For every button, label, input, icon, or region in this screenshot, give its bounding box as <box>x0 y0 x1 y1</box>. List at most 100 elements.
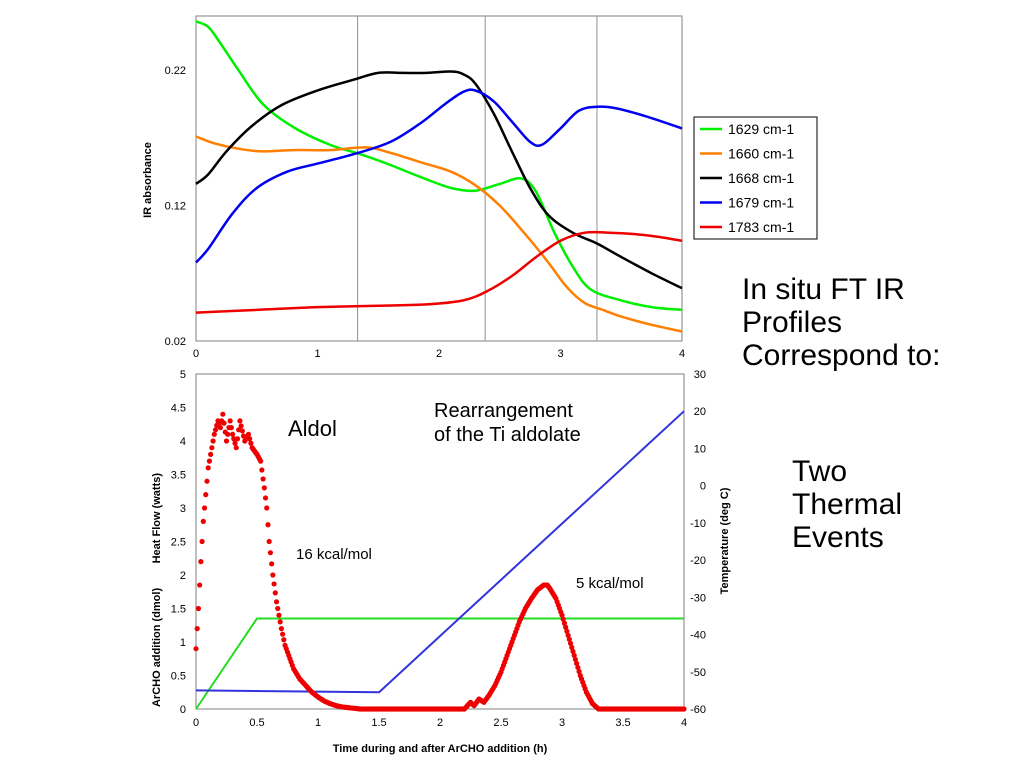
bottom-y2-tick-label: -60 <box>690 704 706 716</box>
heat-flow-point <box>248 440 254 446</box>
heat-flow-point <box>567 640 574 646</box>
heat-flow-point <box>261 485 267 491</box>
bottom-y-tick-label: 4.5 <box>171 403 186 415</box>
bottom-y2-tick-label: -40 <box>690 630 706 642</box>
heat-flow-point <box>212 427 219 433</box>
legend-label: 1668 cm-1 <box>728 170 794 186</box>
heat-flow-point <box>574 660 580 667</box>
heat-flow-point <box>239 428 245 434</box>
bottom-y2-tick-label: 30 <box>694 369 706 381</box>
heat-flow-point <box>198 559 204 565</box>
heat-flow-point <box>230 431 236 437</box>
legend-label: 1660 cm-1 <box>728 146 794 162</box>
bottom-x-tick-label: 2.5 <box>493 717 508 729</box>
heat-flow-point <box>564 628 570 634</box>
heat-flow-point <box>194 626 200 632</box>
bottom-x-tick-label: 4 <box>681 717 687 729</box>
heat-flow-point <box>276 612 282 618</box>
side-heading-line: Profiles <box>742 306 843 339</box>
heat-flow-point <box>281 637 287 643</box>
heat-flow-point <box>572 656 579 663</box>
top-plot-area <box>195 15 683 342</box>
bottom-y2-tick-label: -20 <box>690 555 706 567</box>
side-heading-line: In situ FT IR <box>742 273 905 306</box>
heat-flow-point <box>245 431 252 437</box>
heat-flow-point <box>681 706 687 712</box>
bottom-y-tick-label: 4 <box>180 436 186 448</box>
heat-flow-point <box>223 438 230 444</box>
heat-flow-point <box>231 436 237 442</box>
bottom-x-tick-label: 3 <box>559 717 565 729</box>
heat-flow-point <box>271 581 277 587</box>
bottom-y-tick-label: 0.5 <box>171 671 186 683</box>
heat-flow-point <box>277 619 283 625</box>
series-line-1629 <box>195 20 683 312</box>
bottom-y2-tick-label: -10 <box>690 518 706 530</box>
heat-flow-point <box>221 420 227 426</box>
annotations: Aldol Rearrangement of the Ti aldolate 16 k… <box>288 400 644 592</box>
heat-flow-point <box>262 495 269 501</box>
bottom-left-y-axis-label: ArCHO addition (dmol) Heat Flow (watts) <box>151 473 163 707</box>
top-series-lines <box>195 20 683 333</box>
top-gridlines <box>357 16 598 341</box>
side-events-line: Events <box>792 521 884 554</box>
bottom-y-tick-label: 2.5 <box>171 537 186 549</box>
heat-flow-point <box>264 505 270 511</box>
bottom-x-tick-label: 3.5 <box>615 717 630 729</box>
series-line-1783 <box>195 230 683 314</box>
heat-flow-point <box>565 632 571 638</box>
bottom-series <box>193 410 687 712</box>
bottom-x-axis-label: Time during and after ArCHO addition (h) <box>333 743 548 755</box>
bottom-x-tick-label: 2 <box>437 717 443 729</box>
heat-flow-point <box>232 440 238 446</box>
legend-label: 1679 cm-1 <box>728 195 794 211</box>
series-line-temperature <box>195 410 685 694</box>
bottom-x-tick-label: 0.5 <box>249 717 264 729</box>
heat-flow-point <box>203 492 209 498</box>
heat-flow-point <box>560 616 566 622</box>
top-x-tick-label: 2 <box>436 348 442 360</box>
annotation-line: Aldol <box>288 416 337 441</box>
annotation-line: Rearrangement <box>434 400 573 422</box>
heat-flow-point <box>575 664 581 671</box>
top-x-tick-label: 1 <box>314 348 320 360</box>
heat-flow-point <box>197 582 203 588</box>
top-x-tick-label: 0 <box>193 348 199 360</box>
bottom-x-tick-label: 1 <box>315 717 321 729</box>
heat-flow-point <box>267 550 274 556</box>
top-y-tick-labels: 0.02 0.12 0.22 <box>165 65 186 348</box>
heat-flow-point <box>561 620 568 626</box>
side-events-line: Two <box>792 455 848 488</box>
legend-items: 1629 cm-1 1660 cm-1 1668 cm-1 1679 cm-1 1783… <box>700 121 794 235</box>
heat-flow-point <box>258 458 264 464</box>
bottom-y-tick-label: 5 <box>180 369 186 381</box>
legend-label: 1783 cm-1 <box>728 219 794 235</box>
heat-flow-point <box>208 451 214 457</box>
heat-flow-point <box>569 644 575 650</box>
top-y-tick-label: 0.02 <box>165 336 186 348</box>
heat-flow-point <box>559 612 565 618</box>
heat-flow-point <box>265 522 271 528</box>
heat-flow-point <box>205 465 211 471</box>
heat-flow-point <box>576 668 582 675</box>
top-y-tick-label: 0.12 <box>165 201 186 213</box>
heat-flow-point <box>570 648 576 654</box>
heat-flow-point <box>200 518 206 525</box>
heat-flow-point <box>237 418 243 424</box>
bottom-y-tick-label: 2 <box>180 570 186 582</box>
bottom-y2-tick-label: 0 <box>700 481 706 493</box>
heat-flow-point <box>278 626 284 632</box>
heat-flow-point <box>210 438 216 444</box>
heat-flow-point <box>204 478 210 484</box>
heat-flow-chart: 0 0.5 1 1.5 2 2.5 3 3.5 4 0 0.5 1 1.5 2 2.5 3 3.5 4 4.5 5 … <box>151 369 731 755</box>
bottom-x-tick-label: 0 <box>193 717 199 729</box>
heat-flow-point <box>209 445 215 451</box>
heat-flow-point <box>272 590 278 596</box>
heat-flow-point <box>238 423 244 429</box>
heat-flow-point <box>566 636 572 642</box>
top-y-tick-label: 0.22 <box>165 65 186 77</box>
side-events-note: Two Thermal Events <box>792 455 992 554</box>
heat-flow-point <box>266 538 272 545</box>
heat-flow-point <box>260 476 266 482</box>
